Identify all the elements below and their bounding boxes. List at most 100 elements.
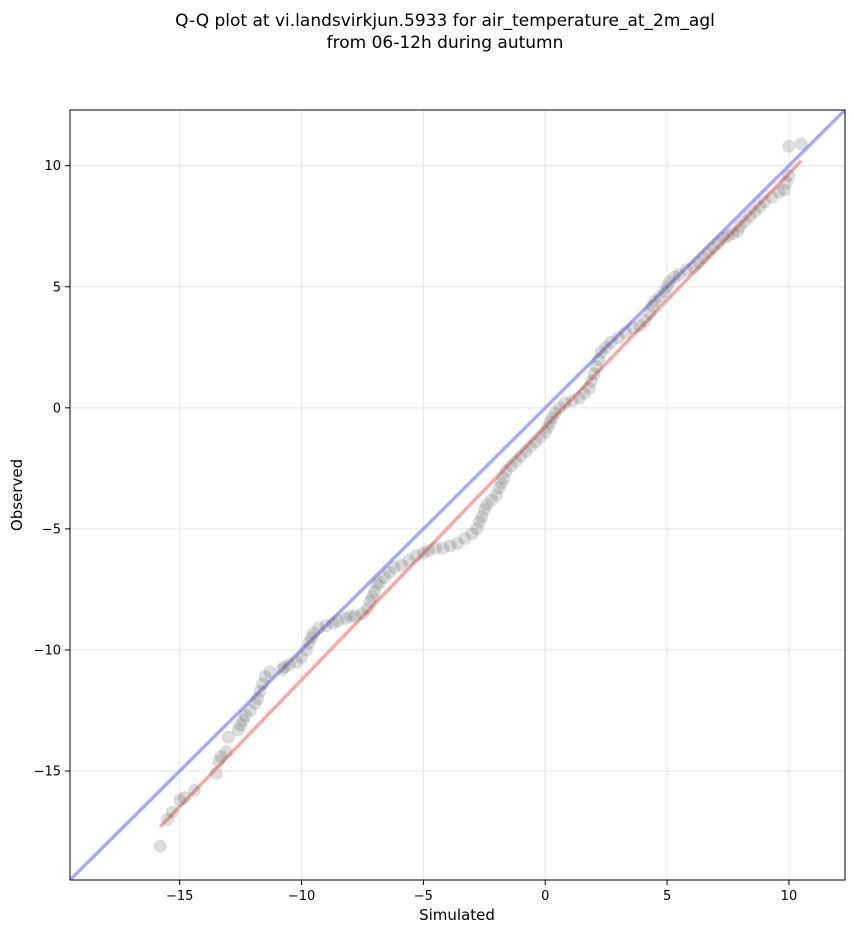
data-point xyxy=(738,214,752,228)
data-point xyxy=(421,544,435,558)
ticks: −15 −10 −5 0 5 10 −15 −10 −5 0 5 10 xyxy=(34,159,798,904)
data-point xyxy=(295,650,309,664)
data-point xyxy=(394,558,408,572)
data-point xyxy=(553,401,567,415)
data-point xyxy=(585,374,599,388)
data-point xyxy=(772,185,786,199)
data-point xyxy=(477,503,491,517)
grid xyxy=(70,110,845,880)
chart-title: Q-Q plot at vi.landsvirkjun.5933 for air… xyxy=(175,11,715,31)
y-tick-label: 5 xyxy=(53,280,61,295)
y-tick-label: 0 xyxy=(53,401,61,416)
reference-lines xyxy=(70,110,845,880)
data-point xyxy=(236,713,250,727)
data-point xyxy=(319,619,333,633)
data-point xyxy=(275,662,289,676)
data-point xyxy=(409,549,423,563)
chart-subtitle: from 06-12h during autumn xyxy=(327,33,564,53)
y-tick-label: 10 xyxy=(44,159,61,174)
x-tick-label: −5 xyxy=(414,889,433,904)
fit-line xyxy=(158,159,803,828)
data-point xyxy=(782,168,796,182)
data-point xyxy=(528,435,542,449)
data-point xyxy=(365,590,379,604)
data-point xyxy=(643,306,657,320)
data-point xyxy=(541,420,555,434)
data-point xyxy=(543,415,557,429)
data-point xyxy=(238,708,252,722)
data-point xyxy=(687,260,701,274)
x-tick-label: 10 xyxy=(781,889,798,904)
data-point xyxy=(731,224,745,238)
data-point xyxy=(470,522,484,536)
data-point xyxy=(619,326,633,340)
data-point xyxy=(672,268,686,282)
data-point xyxy=(458,532,472,546)
data-point xyxy=(258,670,272,684)
data-point xyxy=(263,665,277,679)
data-point xyxy=(312,621,326,635)
data-point xyxy=(589,360,603,374)
data-point xyxy=(638,314,652,328)
data-point xyxy=(692,256,706,270)
data-point xyxy=(251,691,265,705)
data-point xyxy=(716,231,730,245)
data-point xyxy=(524,440,538,454)
data-point xyxy=(402,553,416,567)
data-point xyxy=(633,319,647,333)
data-point xyxy=(702,246,716,260)
data-point xyxy=(587,367,601,381)
data-point xyxy=(758,195,772,209)
y-tick-label: −10 xyxy=(34,643,61,658)
data-point xyxy=(777,183,791,197)
data-point xyxy=(577,386,591,400)
data-point xyxy=(443,539,457,553)
data-point xyxy=(363,595,377,609)
data-point xyxy=(178,791,192,805)
data-point xyxy=(214,750,228,764)
data-point xyxy=(253,684,267,698)
data-point xyxy=(680,263,694,277)
data-point xyxy=(387,561,401,575)
x-tick-label: 0 xyxy=(541,889,549,904)
data-point xyxy=(355,607,369,621)
data-point xyxy=(485,493,499,507)
data-point xyxy=(733,219,747,233)
data-point xyxy=(377,570,391,584)
data-point xyxy=(548,406,562,420)
data-point xyxy=(782,139,796,153)
data-point xyxy=(582,381,596,395)
data-point xyxy=(489,488,503,502)
data-point xyxy=(187,783,201,797)
data-point xyxy=(697,251,711,265)
x-tick-label: 5 xyxy=(663,889,671,904)
data-point xyxy=(794,137,808,151)
data-point xyxy=(475,510,489,524)
data-point xyxy=(212,754,226,768)
data-point xyxy=(663,275,677,289)
data-point xyxy=(472,515,486,529)
data-point xyxy=(546,411,560,425)
y-tick-label: −5 xyxy=(42,522,61,537)
data-point xyxy=(290,655,304,669)
data-point xyxy=(368,585,382,599)
data-point xyxy=(307,626,321,640)
x-tick-label: −15 xyxy=(166,889,193,904)
identity-line xyxy=(70,110,845,880)
data-point xyxy=(594,345,608,359)
data-point xyxy=(565,394,579,408)
data-point xyxy=(706,241,720,255)
data-point xyxy=(743,210,757,224)
data-point xyxy=(780,176,794,190)
data-point xyxy=(243,704,257,718)
data-point xyxy=(451,536,464,550)
data-point xyxy=(504,459,518,473)
data-point xyxy=(653,289,667,303)
data-point xyxy=(658,285,672,299)
data-point xyxy=(538,425,552,439)
data-points xyxy=(153,137,808,853)
data-point xyxy=(753,200,767,214)
data-point xyxy=(711,236,725,250)
data-point xyxy=(648,294,662,308)
data-point xyxy=(256,677,270,691)
